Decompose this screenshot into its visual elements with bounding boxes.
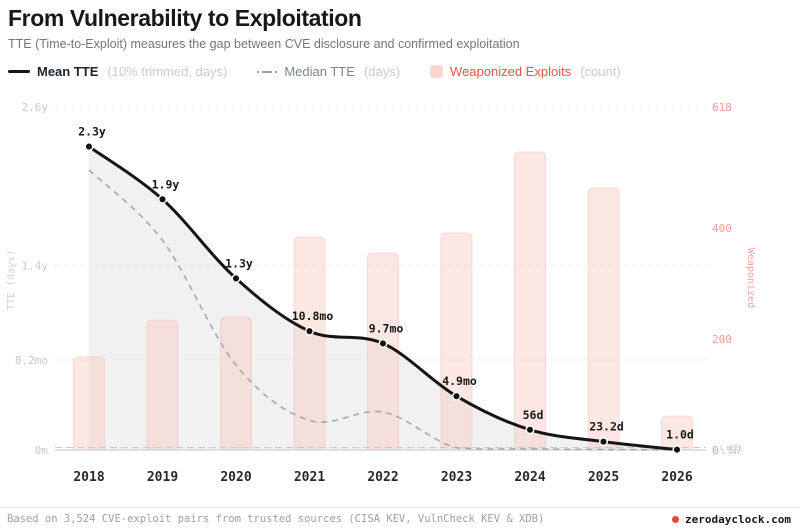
mean-point-2021 xyxy=(304,326,315,336)
brand: zerodayclock.com xyxy=(672,513,791,526)
chart-legend: Mean TTE (10% trimmed, days) Median TTE … xyxy=(8,64,792,79)
left-axis-tick: 8.2mo xyxy=(15,354,48,367)
footer: Based on 3,524 CVE-exploit pairs from tr… xyxy=(0,507,800,530)
left-axis-tick: 0m xyxy=(35,444,49,457)
mean-point-label: 9.7mo xyxy=(369,321,404,335)
right-axis-tick: 200 xyxy=(712,333,732,346)
year-label-2024: 2024 xyxy=(514,470,545,485)
mean-point-label: 10.8mo xyxy=(292,309,334,323)
year-label-2018: 2018 xyxy=(73,470,104,485)
mean-point-2025 xyxy=(598,437,609,447)
right-axis-title: Weaponized xyxy=(745,248,756,308)
right-axis-tick: 618 xyxy=(712,101,732,114)
year-label-2021: 2021 xyxy=(294,470,325,485)
mean-point-2023 xyxy=(451,391,462,401)
bar-2025 xyxy=(587,187,620,451)
right-axis-tick: 400 xyxy=(712,222,732,235)
bar-2019 xyxy=(146,319,179,451)
bar-2023 xyxy=(440,232,473,451)
mean-point-label: 1.0d xyxy=(666,428,694,442)
legend-note-mean: (10% trimmed, days) xyxy=(107,64,228,79)
legend-label-mean: Mean TTE xyxy=(37,64,99,79)
legend-note-median: (days) xyxy=(363,64,401,79)
bar-2020 xyxy=(220,316,252,451)
left-axis-title: TTE (days) xyxy=(6,250,17,310)
mean-point-2024 xyxy=(525,425,535,435)
right-axis-tick: 0 xyxy=(712,444,719,457)
mean-point-2019 xyxy=(157,194,168,204)
bar-2022 xyxy=(367,252,399,451)
legend-item-weaponized: Weaponized Exploits (count) xyxy=(430,64,621,79)
year-label-2019: 2019 xyxy=(147,470,178,485)
year-label-2020: 2020 xyxy=(220,470,251,485)
median-tte-line xyxy=(88,169,678,451)
mean-point-label: 1.9y xyxy=(152,177,180,191)
legend-label-median: Median TTE xyxy=(284,64,355,79)
bar-2024 xyxy=(514,151,546,451)
ref-line-label: 1 WEEK xyxy=(719,444,743,452)
left-axis-tick: 2.6y xyxy=(22,101,49,114)
legend-item-median: Median TTE (days) xyxy=(257,64,400,79)
mean-point-2018 xyxy=(84,142,94,152)
median-line-swatch-icon xyxy=(257,70,278,73)
weaponized-bars xyxy=(73,151,693,451)
mean-point-2022 xyxy=(378,338,388,348)
year-label-2026: 2026 xyxy=(661,470,692,485)
year-label-2025: 2025 xyxy=(588,470,619,485)
bar-2026 xyxy=(661,415,693,451)
mean-point-label: 2.3y xyxy=(78,125,106,139)
mean-point-label: 23.2d xyxy=(589,420,624,434)
year-label-2023: 2023 xyxy=(441,470,472,485)
legend-note-weaponized: (count) xyxy=(580,64,621,79)
left-axis: 2.6y 1.4y 8.2mo 0m TTE (days) xyxy=(6,101,48,457)
mean-point-2026 xyxy=(672,445,682,455)
year-label-2022: 2022 xyxy=(367,470,398,485)
mean-point-label: 56d xyxy=(523,408,544,422)
mean-line-swatch-icon xyxy=(8,70,30,73)
x-axis-labels: 2018 2019 2020 2021 2022 2023 2024 2025 2026 xyxy=(73,470,692,485)
source-note: Based on 3,524 CVE-exploit pairs from tr… xyxy=(7,513,545,525)
mean-point-label: 4.9mo xyxy=(442,374,477,388)
mean-area-fill xyxy=(89,146,677,450)
bar-2021 xyxy=(293,236,326,451)
right-axis: 618 400 200 0 Weaponized xyxy=(712,101,756,457)
ref-line-label: 1 DAY xyxy=(721,448,741,456)
mean-points: 2.3y 1.9y 1.3y 10.8mo 9.7mo 4.9mo 56d 23.2d 1.0d xyxy=(78,125,694,455)
weaponized-bar-swatch-icon xyxy=(430,65,444,78)
brand-dot-icon xyxy=(672,515,680,523)
legend-item-mean: Mean TTE (10% trimmed, days) xyxy=(8,64,227,79)
brand-name: zerodayclock.com xyxy=(685,512,791,526)
left-axis-tick: 1.4y xyxy=(22,259,49,272)
bar-2018 xyxy=(73,356,105,451)
mean-point-label: 1.3y xyxy=(225,256,253,270)
legend-label-weaponized: Weaponized Exploits xyxy=(450,64,572,79)
page-subtitle: TTE (Time-to-Exploit) measures the gap b… xyxy=(8,37,520,51)
header: From Vulnerability to Exploitation TTE (… xyxy=(8,4,792,79)
mean-point-2020 xyxy=(231,273,241,283)
page-title: From Vulnerability to Exploitation xyxy=(8,5,362,31)
